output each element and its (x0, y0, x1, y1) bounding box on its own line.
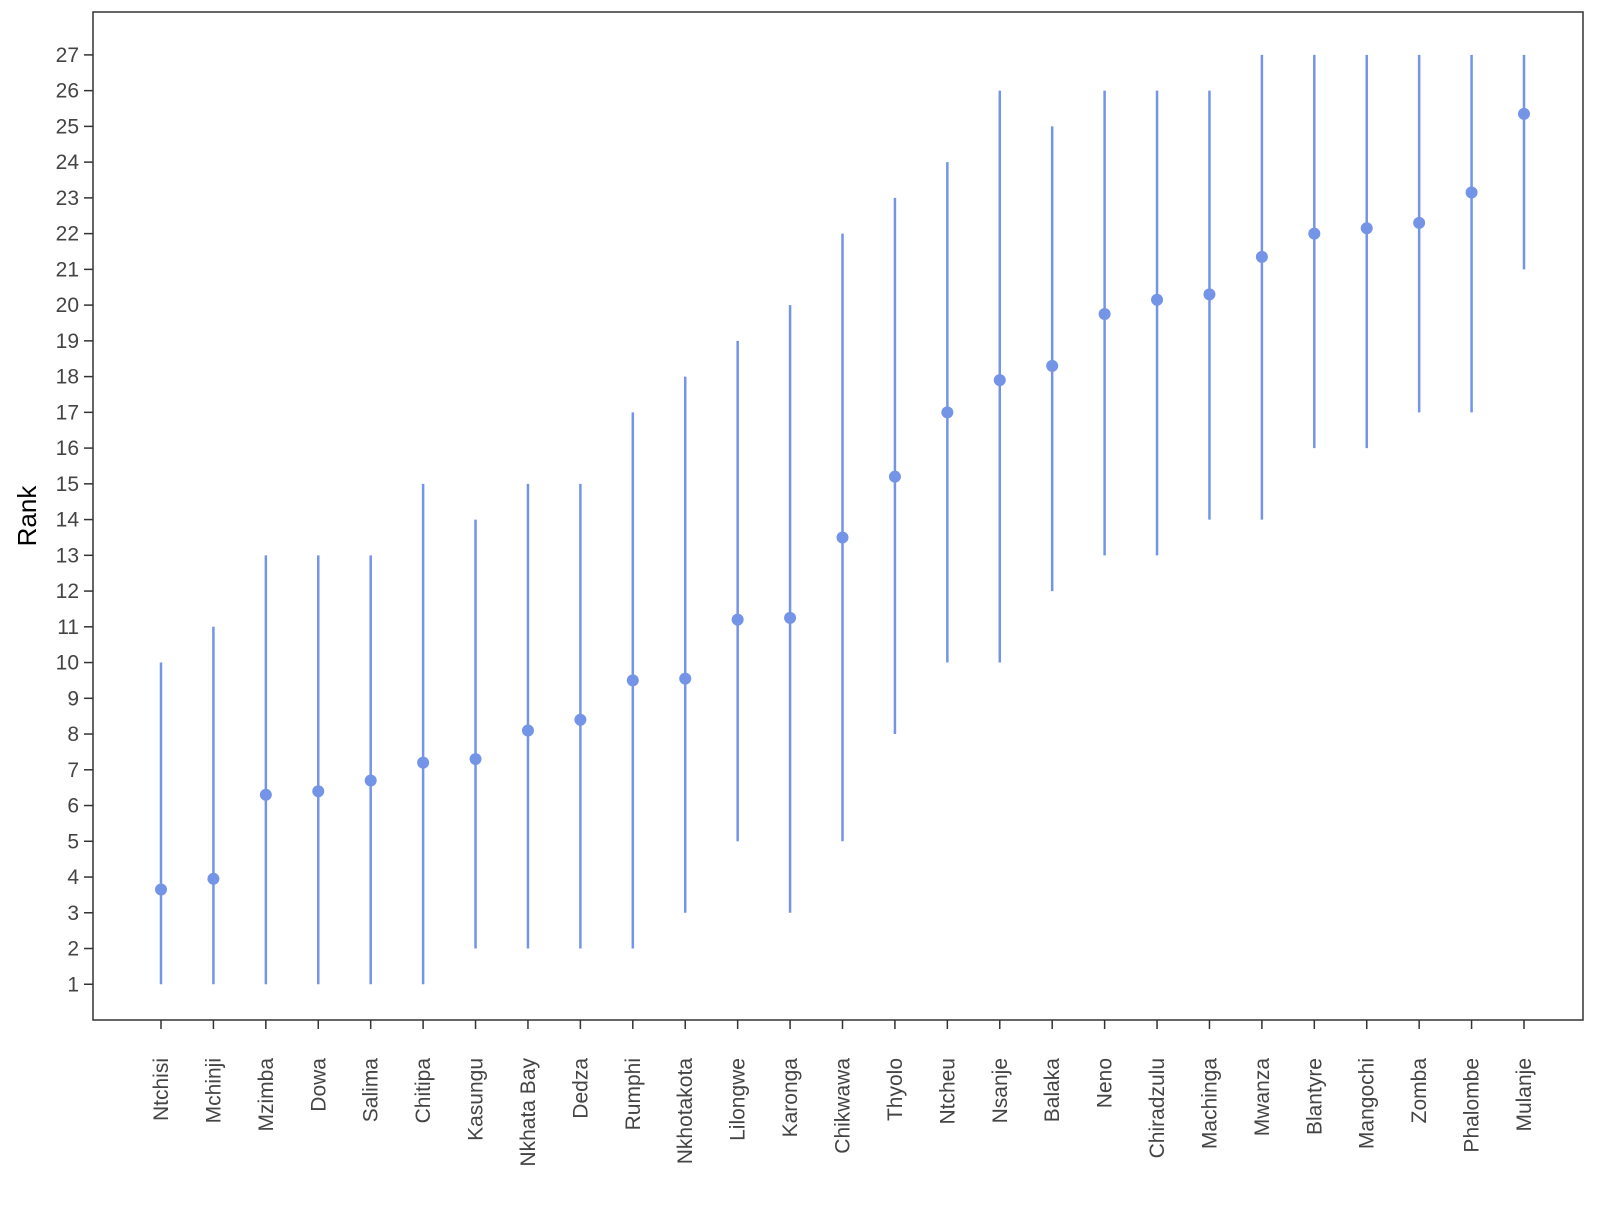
x-tick-label: Thyolo (884, 1058, 907, 1121)
x-tick-label: Mzimba (255, 1058, 278, 1132)
x-tick-label: Mulanje (1513, 1058, 1536, 1132)
y-tick-label: 19 (56, 330, 79, 353)
y-tick-label: 16 (56, 437, 79, 460)
x-tick-label: Dowa (307, 1058, 330, 1112)
y-tick-label: 12 (56, 580, 79, 603)
rank-point (1255, 250, 1268, 263)
x-tick-label: Dedza (569, 1058, 592, 1119)
x-tick-label: Kasungu (465, 1058, 488, 1141)
y-tick-label: 4 (67, 866, 79, 889)
y-tick-label: 25 (56, 115, 79, 138)
x-tick-label: Neno (1094, 1058, 1117, 1108)
x-tick-label: Mangochi (1356, 1058, 1379, 1149)
rank-intervals (159, 54, 1526, 985)
x-tick-label: Nkhotakota (674, 1058, 697, 1165)
rank-point (888, 470, 901, 483)
y-tick-label: 11 (57, 616, 79, 639)
y-tick-label: 21 (56, 258, 79, 281)
rank-point (1518, 107, 1530, 120)
y-tick-label: 2 (67, 938, 79, 961)
y-tick-label: 1 (67, 973, 79, 996)
rank-point (1151, 293, 1164, 306)
y-tick-label: 9 (67, 687, 79, 710)
y-tick-label: 8 (67, 723, 79, 746)
y-tick-label: 7 (67, 759, 79, 782)
x-tick-label: Chikwawa (832, 1058, 855, 1154)
y-tick-label: 6 (67, 795, 79, 818)
x-tick-label: Ntchisi (150, 1058, 173, 1121)
x-tick-label: Machinga (1198, 1058, 1221, 1149)
rank-point (259, 788, 272, 801)
rank-point (1046, 359, 1059, 372)
rank-point (1360, 222, 1373, 235)
rank-point (993, 374, 1006, 387)
x-tick-label: Lilongwe (727, 1058, 750, 1141)
rank-point (784, 611, 797, 624)
x-tick-label: Rumphi (622, 1058, 645, 1130)
y-tick-label: 3 (67, 902, 79, 925)
y-tick-label: 18 (56, 366, 79, 389)
x-axis: Ntchisi Mchinji Mzimba Dowa Salima Chitipa Kas… (150, 1020, 1536, 1167)
y-axis: 1234567891011121314151617181920212223242… (56, 44, 93, 996)
rank-point (1098, 308, 1111, 321)
y-tick-label: 17 (56, 401, 79, 424)
y-tick-label: 27 (56, 44, 79, 67)
x-tick-label: Ntcheu (936, 1058, 959, 1125)
y-tick-label: 15 (56, 473, 79, 496)
y-tick-label: 26 (56, 80, 79, 103)
rank-point (312, 785, 325, 798)
y-tick-label: 24 (56, 151, 80, 174)
x-tick-label: Mwanza (1251, 1058, 1274, 1137)
rank-point (626, 674, 639, 687)
x-tick-label: Karonga (779, 1058, 802, 1138)
rank-points (155, 107, 1530, 896)
rank-point (521, 724, 534, 737)
plot-panel (92, 11, 1584, 1021)
rank-point (1203, 288, 1216, 301)
y-tick-label: 13 (56, 544, 79, 567)
rank-point (207, 872, 220, 885)
rank-point (364, 774, 377, 787)
y-tick-label: 10 (56, 652, 79, 675)
x-tick-label: Nsanje (989, 1058, 1012, 1123)
x-tick-label: Blantyre (1303, 1058, 1326, 1135)
x-tick-label: Salima (360, 1058, 383, 1123)
rank-point (836, 531, 849, 544)
x-tick-label: Chiradzulu (1146, 1058, 1169, 1158)
rank-point (155, 883, 167, 896)
rank-point (469, 753, 482, 766)
rank-point (574, 713, 587, 726)
rank-point (731, 613, 744, 626)
rank-point (679, 672, 692, 685)
x-tick-label: Phalombe (1461, 1058, 1484, 1153)
y-tick-label: 22 (56, 223, 79, 246)
rank-point (417, 756, 430, 769)
x-tick-label: Nkhata Bay (517, 1058, 540, 1167)
rank-point (1308, 227, 1321, 240)
y-axis-title: Rank (12, 485, 42, 547)
rank-point (1413, 216, 1426, 229)
y-tick-label: 23 (56, 187, 79, 210)
y-tick-label: 5 (67, 830, 79, 853)
y-tick-label: 14 (56, 509, 80, 532)
rank-point (941, 406, 954, 419)
y-tick-label: 20 (56, 294, 79, 317)
x-tick-label: Balaka (1041, 1058, 1064, 1123)
x-tick-label: Mchinji (202, 1058, 225, 1123)
x-tick-label: Zomba (1408, 1058, 1431, 1124)
rank-point (1465, 186, 1478, 199)
x-tick-label: Chitipa (412, 1058, 435, 1124)
